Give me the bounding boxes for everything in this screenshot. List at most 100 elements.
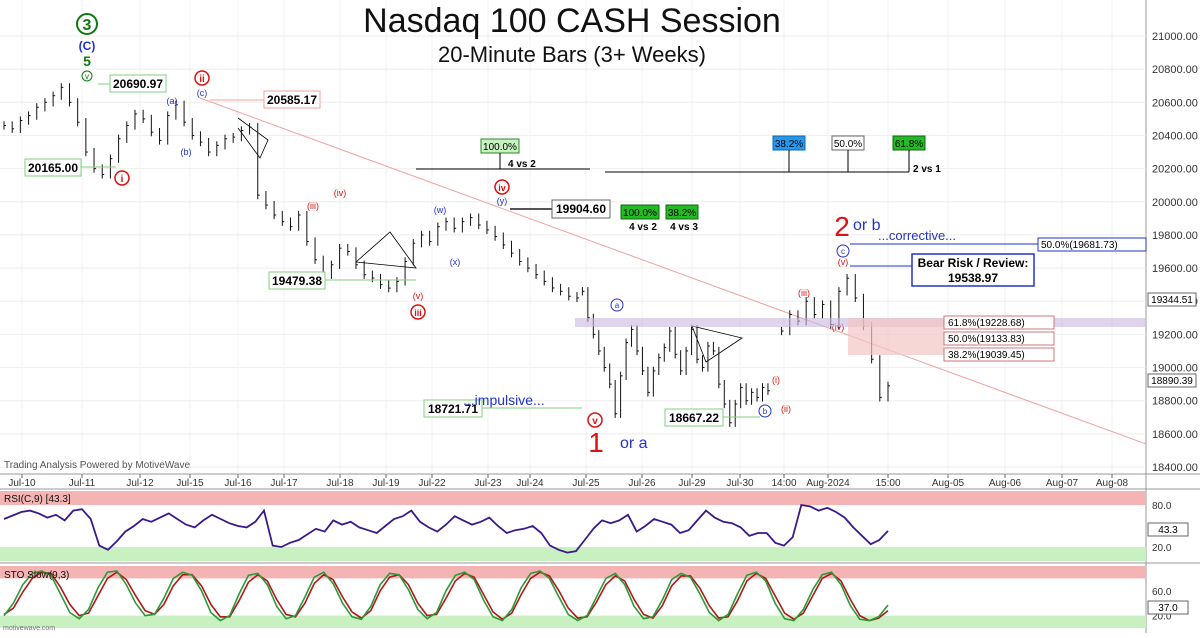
fib-annotations: 61.8%(19228.68) 50.0%(19133.83) 38.2%(19…: [575, 228, 1147, 362]
current-price: 18890.39: [1151, 376, 1193, 387]
y-tick-label: 18600.00: [1152, 429, 1198, 441]
crosshair-price-flag: [1147, 292, 1197, 307]
sto-layer: [0, 566, 1146, 628]
x-tick-label: Jul-17: [270, 478, 298, 489]
price-label-20585: 20585.17: [267, 93, 317, 107]
y-tick-label: 18800.00: [1152, 396, 1198, 408]
pct-382-b: 38.2%: [775, 139, 803, 150]
price-label-boxes: 20690.97 20585.17 20165.00 19904.60 1947…: [24, 74, 760, 427]
pct-100-a: 100.0%: [483, 142, 517, 153]
wave-ii-label: ii: [199, 74, 205, 85]
fib-box: [943, 331, 1055, 346]
wave-i-circle: [114, 170, 130, 186]
rsi-title: RSI(C,9) [43.3]: [4, 494, 71, 505]
wave-a-blue: (a): [167, 96, 178, 106]
wave-iii-circle: [410, 304, 426, 320]
ratio-4v3: 4 vs 3: [670, 222, 698, 233]
wave-iv-label: iv: [498, 183, 506, 193]
sto-tick-label: 60.0: [1152, 587, 1172, 598]
rsi-tick-label: 80.0: [1152, 501, 1172, 512]
brand-watermark: motivewave.com: [3, 625, 55, 632]
sto-value-flag: [1147, 600, 1189, 615]
impulsive-note: ...impulsive...: [463, 392, 545, 408]
wave-labels: 3 (C) 5 v ii (c) (a) (b) i iv (y) (w) (x…: [76, 13, 881, 458]
rsi-line: [3, 503, 889, 554]
bear-risk-value: 19538.97: [948, 271, 998, 285]
wave-v-circle: [81, 70, 93, 82]
sto-overbought-band: [0, 566, 1146, 579]
rsi-tick-label: 20.0: [1152, 543, 1172, 554]
wave-a-circle-label: a: [615, 301, 620, 310]
ratio-2v1: 2 vs 1: [913, 164, 941, 175]
price-label-18667: 18667.22: [669, 411, 719, 425]
fib-618: 61.8%(19228.68): [948, 318, 1025, 329]
price-label-19904: 19904.60: [556, 202, 606, 216]
x-tick-label: Aug-07: [1046, 478, 1079, 489]
wave-a-circle: [610, 298, 624, 312]
triangle-pattern: [691, 325, 743, 363]
axes: 18400.00 18600.00 18800.00 19000.00 19200.00…: [8, 31, 1198, 623]
label-box: [109, 74, 167, 93]
wave-b-blue: (b): [181, 147, 192, 157]
wave-iv-circle: [494, 179, 510, 195]
wave-3-circle: [76, 13, 98, 35]
rsi-oversold-band: [0, 547, 1146, 561]
x-tick-label: Aug-06: [989, 478, 1022, 489]
x-tick-label: Jul-29: [678, 478, 706, 489]
trendline: [199, 97, 1147, 445]
wave-c-circle-label: c: [841, 247, 845, 256]
x-tick-label: 15:00: [875, 478, 900, 489]
rsi-value-flag: [1147, 522, 1189, 537]
wave-b-circle: [758, 404, 772, 418]
price-panel[interactable]: [0, 0, 1146, 474]
x-tick-label: Jul-30: [726, 478, 754, 489]
pct-618: 61.8%: [895, 139, 923, 150]
x-tick-label: Jul-25: [572, 478, 600, 489]
x-tick-label: Jul-11: [69, 478, 96, 489]
fib-box: [943, 347, 1055, 362]
x-tick-label: Jul-22: [418, 478, 446, 489]
wave-y-label: (y): [497, 196, 508, 206]
price-bars: [3, 83, 890, 427]
wave-2-label: 2: [834, 211, 850, 242]
x-tick-label: Aug-05: [932, 478, 965, 489]
fib-zone: [848, 318, 944, 355]
fib-box: [943, 315, 1055, 330]
x-tick-label: Aug-2024: [806, 478, 850, 489]
wave-5-label: 5: [83, 53, 91, 69]
rsi-overbought-band: [0, 491, 1146, 505]
sto-tick-label: 20.0: [1152, 612, 1172, 623]
crosshair-price: 19344.51: [1151, 295, 1193, 306]
x-tick-label: Jul-26: [628, 478, 656, 489]
wave-v-paren: (v): [413, 291, 424, 301]
x-tick-label: Jul-16: [224, 478, 252, 489]
x-tick-label: Aug-08: [1096, 478, 1129, 489]
fib-500: 50.0%(19133.83): [948, 334, 1025, 345]
wave-i-label: i: [121, 174, 124, 185]
ratio-4v2-a: 4 vs 2: [508, 159, 536, 170]
x-tick-label: Jul-15: [176, 478, 204, 489]
ratio-annotations: 100.0% 4 vs 2 100.0% 38.2% 4 vs 2 4 vs 3…: [416, 135, 941, 233]
y-tick-label: 19600.00: [1152, 263, 1198, 275]
y-tick-label: 20200.00: [1152, 164, 1198, 176]
pct-box: [665, 204, 699, 220]
price-label-19479: 19479.38: [272, 274, 322, 288]
wave-c-blue: (c): [197, 88, 208, 98]
pct-box: [620, 204, 660, 220]
wave-w-label: (w): [434, 205, 447, 215]
wave-iii-paren: (iii): [307, 201, 319, 211]
chart-subtitle: 20-Minute Bars (3+ Weeks): [438, 42, 706, 67]
wave-b-circle-label: b: [763, 407, 768, 416]
y-tick-label: 19200.00: [1152, 329, 1198, 341]
y-tick-label: 19000.00: [1152, 363, 1198, 375]
price-label-20165: 20165.00: [28, 161, 78, 175]
rsi-layer: [0, 491, 1146, 561]
wave-i-paren: (i): [772, 375, 780, 385]
wave-iv-paren: (iv): [334, 188, 347, 198]
bear-risk-title: Bear Risk / Review:: [918, 256, 1029, 270]
wave-c-circle: [836, 244, 850, 258]
y-tick-label: 18400.00: [1152, 462, 1198, 474]
wave-v-circle-red: [587, 412, 603, 428]
